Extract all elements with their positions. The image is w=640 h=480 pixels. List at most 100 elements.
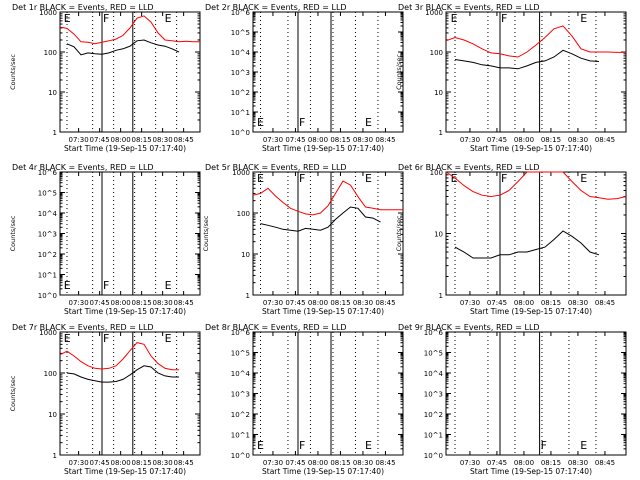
x-tick-label: 08:00 bbox=[111, 136, 131, 144]
event-marker: E bbox=[64, 332, 71, 345]
x-tick-label: 08:15 bbox=[541, 136, 561, 144]
x-tick-label: 08:15 bbox=[132, 459, 152, 467]
x-tick-label: 08:15 bbox=[132, 299, 152, 307]
y-tick-label: 1 bbox=[439, 129, 443, 137]
y-tick-label: 10^3 bbox=[424, 391, 443, 399]
y-tick-label: 10^3 bbox=[231, 69, 250, 77]
x-tick-label: 07:30 bbox=[263, 459, 283, 467]
panel-title: Det 6r BLACK = Events, RED = LLD bbox=[398, 163, 540, 172]
panel-title: Det 3r BLACK = Events, RED = LLD bbox=[398, 3, 540, 12]
events-series-line bbox=[260, 206, 381, 232]
lld-series-line bbox=[252, 180, 403, 216]
event-marker: E bbox=[165, 332, 172, 345]
x-tick-label: 08:45 bbox=[375, 136, 395, 144]
y-tick-label: 10^5 bbox=[424, 350, 443, 358]
y-tick-label: 10^5 bbox=[38, 190, 57, 198]
event-marker: E bbox=[365, 116, 372, 129]
panel-det-4: Det 4r BLACK = Events, RED = LLD 10^0 10^1… bbox=[9, 163, 201, 316]
y-tick-label: 10^3 bbox=[231, 391, 250, 399]
x-axis-title: Start Time (19-Sep-15 07:17:40) bbox=[262, 307, 384, 316]
plot-frame bbox=[445, 171, 627, 296]
y-axis-label: Counts/sec bbox=[9, 54, 17, 90]
x-tick-label: 08:15 bbox=[132, 136, 152, 144]
panel-title: Det 2r BLACK = Events, RED = LLD bbox=[205, 3, 347, 12]
x-tick-label: 08:30 bbox=[353, 299, 373, 307]
event-marker: E bbox=[580, 172, 587, 185]
plot-frame bbox=[252, 11, 404, 133]
event-marker: E bbox=[580, 12, 587, 25]
y-tick-label: 100 bbox=[44, 370, 57, 378]
x-tick-label: 08:00 bbox=[514, 136, 534, 144]
event-marker: F bbox=[299, 116, 305, 129]
y-tick-label: 100 bbox=[430, 49, 443, 57]
event-marker: E bbox=[580, 439, 587, 452]
event-marker: F bbox=[501, 172, 507, 185]
event-marker: E bbox=[257, 172, 264, 185]
y-tick-label: 10^0 bbox=[38, 292, 57, 300]
y-axis-label: Counts/sec bbox=[395, 215, 403, 251]
lld-series-line bbox=[59, 15, 200, 45]
x-tick-label: 07:45 bbox=[285, 136, 305, 144]
y-tick-label: 10^4 bbox=[231, 370, 251, 378]
lld-series-line bbox=[59, 342, 179, 371]
event-marker: E bbox=[257, 116, 264, 129]
x-tick-label: 07:45 bbox=[487, 299, 507, 307]
y-tick-label: 10^4 bbox=[424, 370, 444, 378]
panel-det-1: Det 1r BLACK = Events, RED = LLD 1 10 100 10… bbox=[9, 3, 201, 153]
x-tick-label: 07:45 bbox=[487, 136, 507, 144]
event-marker: F bbox=[541, 439, 547, 452]
y-tick-label: 1 bbox=[439, 292, 443, 300]
y-tick-label: 1 bbox=[246, 292, 250, 300]
events-series-line bbox=[454, 230, 600, 259]
x-tick-label: 08:30 bbox=[353, 136, 373, 144]
y-tick-label: 10^1 bbox=[231, 109, 250, 117]
x-tick-label: 08:30 bbox=[153, 299, 173, 307]
lld-series-line bbox=[445, 25, 626, 58]
x-tick-label: 08:45 bbox=[375, 459, 395, 467]
x-tick-label: 07:45 bbox=[90, 459, 110, 467]
x-tick-label: 08:30 bbox=[568, 459, 588, 467]
y-tick-label: 1000 bbox=[425, 9, 443, 17]
plot-frame bbox=[59, 331, 201, 456]
y-tick-label: 10^2 bbox=[231, 411, 250, 419]
x-tick-label: 07:45 bbox=[90, 299, 110, 307]
y-tick-label: 10^0 bbox=[231, 129, 250, 137]
event-marker: E bbox=[365, 439, 372, 452]
x-tick-label: 07:30 bbox=[460, 459, 480, 467]
panel-det-7: Det 7r BLACK = Events, RED = LLD 1 10 100 10… bbox=[9, 323, 201, 476]
plot-frame bbox=[445, 11, 627, 133]
x-tick-label: 08:30 bbox=[153, 136, 173, 144]
y-tick-label: 10^5 bbox=[231, 29, 250, 37]
y-tick-label: 10^4 bbox=[38, 210, 58, 218]
x-tick-label: 08:45 bbox=[174, 299, 194, 307]
y-tick-label: 1 bbox=[53, 129, 57, 137]
y-tick-label: 100 bbox=[237, 210, 250, 218]
panel-title: Det 1r BLACK = Events, RED = LLD bbox=[12, 3, 154, 12]
y-tick-label: 10 bbox=[434, 231, 443, 239]
y-tick-label: 10^1 bbox=[231, 432, 250, 440]
panel-det-6: Det 6r BLACK = Events, RED = LLD 1 10 100 Co… bbox=[395, 163, 627, 316]
x-tick-label: 08:45 bbox=[595, 299, 615, 307]
y-tick-label: 10^2 bbox=[231, 89, 250, 97]
plot-frame bbox=[59, 11, 201, 133]
event-marker: F bbox=[103, 12, 109, 25]
events-series-line bbox=[66, 39, 180, 56]
x-tick-label: 07:30 bbox=[460, 136, 480, 144]
x-tick-label: 08:15 bbox=[541, 299, 561, 307]
plot-frame bbox=[252, 171, 404, 296]
y-tick-label: 10^2 bbox=[38, 251, 57, 259]
event-marker: F bbox=[299, 439, 305, 452]
event-marker: E bbox=[165, 12, 172, 25]
panel-title: Det 5r BLACK = Events, RED = LLD bbox=[205, 163, 347, 172]
y-tick-label: 10^4 bbox=[231, 49, 251, 57]
event-marker: F bbox=[501, 12, 507, 25]
x-tick-label: 08:30 bbox=[568, 136, 588, 144]
lld-series-line bbox=[445, 171, 627, 200]
events-series-line bbox=[66, 365, 179, 383]
panel-det-9: Det 9r BLACK = Events, RED = LLD 10^0 10^1… bbox=[398, 323, 627, 476]
panel-title: Det 4r BLACK = Events, RED = LLD bbox=[12, 163, 154, 172]
y-axis-label: Counts/sec bbox=[9, 215, 17, 251]
y-tick-label: 10 bbox=[241, 251, 250, 259]
y-tick-label: 1000 bbox=[39, 329, 57, 337]
